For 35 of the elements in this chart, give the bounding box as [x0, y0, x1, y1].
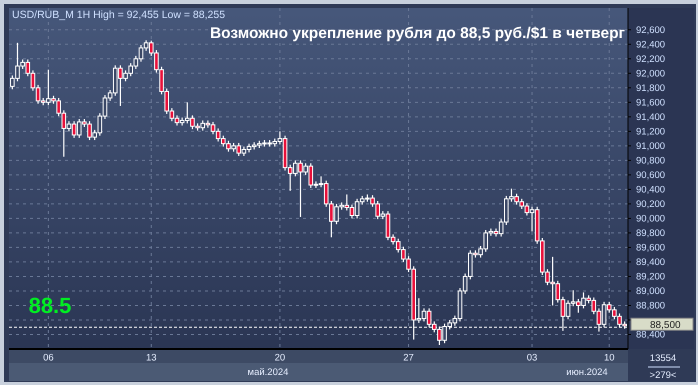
y-tick-label: 89,800 — [636, 228, 666, 239]
x-tick-label: 20 — [274, 352, 286, 364]
ref-line-label: 88,500 — [650, 320, 682, 332]
text: Возможно укрепление рубля до 88,5 руб./$1 в четверг — [210, 25, 626, 42]
y-tick-label: 90,400 — [636, 184, 666, 196]
y-tick-label: 92,200 — [636, 54, 666, 65]
y-tick-label: 89,000 — [636, 286, 666, 297]
y-tick-label: 92,000 — [636, 68, 666, 80]
text: июн.2024 — [566, 367, 608, 378]
x-tick-label: 10 — [604, 352, 615, 364]
x-tick-label: 06 — [43, 352, 54, 364]
y-tick-label: 88,800 — [636, 300, 666, 312]
y-tick-label: 90,200 — [636, 198, 666, 210]
y-tick-label: 90,800 — [636, 155, 666, 166]
x-tick-label: 27 — [403, 352, 414, 364]
y-tick-label: 89,400 — [636, 256, 666, 268]
x-tick-label: 13 — [146, 352, 157, 364]
y-tick-label: 88,400 — [636, 330, 666, 341]
y-tick-label: 92,400 — [636, 39, 666, 50]
y-tick-label: 90,000 — [636, 213, 666, 224]
y-tick-label: 91,200 — [636, 126, 666, 138]
text: >279< — [650, 370, 677, 381]
chart-subtitle: USD/RUB_M 1H High = 92,455 Low = 88,255 — [12, 9, 226, 21]
y-tick-label: 91,600 — [636, 97, 666, 108]
x-tick-label: 03 — [526, 352, 538, 364]
y-tick-label: 89,200 — [636, 271, 666, 282]
y-tick-label: 90,600 — [636, 170, 666, 181]
y-tick-label: 91,800 — [636, 82, 666, 94]
text: 13554 — [650, 353, 676, 364]
y-tick-label: 91,000 — [636, 140, 666, 152]
annotation: 88.5 — [28, 293, 72, 318]
text: май.2024 — [248, 367, 288, 378]
y-tick-label: 91,400 — [636, 112, 666, 123]
y-tick-label: 92,600 — [636, 24, 666, 36]
y-tick-label: 89,600 — [636, 242, 666, 254]
